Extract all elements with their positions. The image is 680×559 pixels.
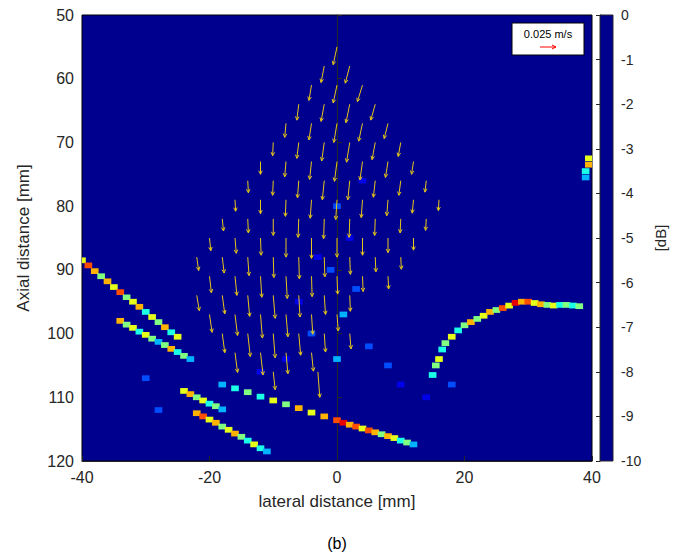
svg-text:-8: -8 xyxy=(621,364,634,380)
svg-text:80: 80 xyxy=(56,198,74,215)
svg-text:-4: -4 xyxy=(621,185,634,201)
svg-text:20: 20 xyxy=(456,469,474,486)
svg-text:50: 50 xyxy=(56,7,74,24)
svg-text:110: 110 xyxy=(48,389,74,406)
svg-text:60: 60 xyxy=(56,70,74,87)
svg-text:lateral distance [mm]: lateral distance [mm] xyxy=(259,492,416,511)
svg-text:90: 90 xyxy=(56,261,74,278)
svg-text:-1: -1 xyxy=(621,52,634,68)
svg-text:(b): (b) xyxy=(327,535,347,552)
svg-text:Axial distance [mm]: Axial distance [mm] xyxy=(14,164,33,311)
svg-text:-10: -10 xyxy=(621,453,641,469)
svg-text:70: 70 xyxy=(56,134,74,151)
svg-text:120: 120 xyxy=(47,453,74,470)
svg-text:-5: -5 xyxy=(621,230,634,246)
svg-text:-6: -6 xyxy=(621,275,634,291)
svg-text:0: 0 xyxy=(621,7,629,23)
svg-text:40: 40 xyxy=(583,469,601,486)
svg-text:0.025 m/s: 0.025 m/s xyxy=(524,28,573,40)
svg-text:[dB]: [dB] xyxy=(652,225,669,252)
svg-text:100: 100 xyxy=(47,325,74,342)
svg-text:0: 0 xyxy=(333,469,342,486)
svg-text:-7: -7 xyxy=(621,319,634,335)
svg-text:-2: -2 xyxy=(621,96,634,112)
svg-text:-20: -20 xyxy=(198,469,221,486)
svg-text:-9: -9 xyxy=(621,408,634,424)
svg-text:-3: -3 xyxy=(621,141,634,157)
svg-text:-40: -40 xyxy=(70,469,93,486)
